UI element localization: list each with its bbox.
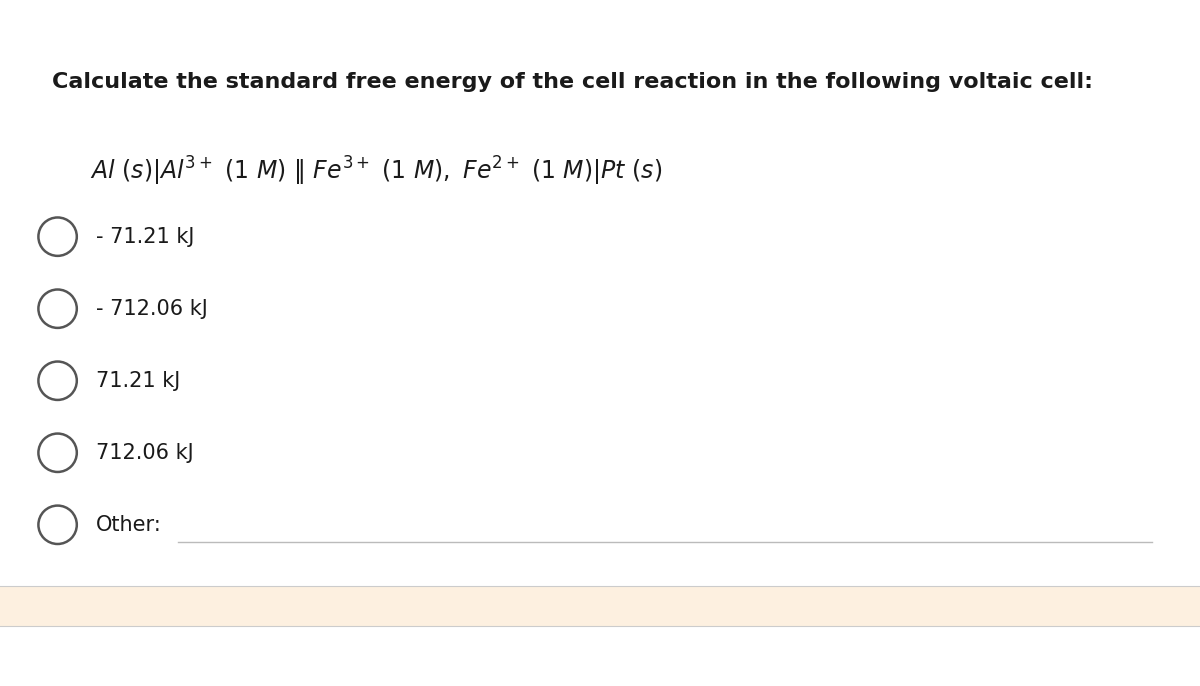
Text: Calculate the standard free energy of the cell reaction in the following voltaic: Calculate the standard free energy of th…	[52, 72, 1092, 92]
Text: - 71.21 kJ: - 71.21 kJ	[96, 226, 194, 247]
Text: Other:: Other:	[96, 514, 162, 535]
Text: 712.06 kJ: 712.06 kJ	[96, 442, 193, 463]
Bar	[0, 586, 1200, 626]
Text: - 712.06 kJ: - 712.06 kJ	[96, 298, 208, 319]
Text: $\mathit{Al\ (s)}|\mathit{Al}^{\mathit{3+}}\ \mathit{(1\ M)}$$\ \|\ \mathit{Fe}^: $\mathit{Al\ (s)}|\mathit{Al}^{\mathit{3…	[90, 154, 662, 187]
Text: 71.21 kJ: 71.21 kJ	[96, 370, 180, 391]
